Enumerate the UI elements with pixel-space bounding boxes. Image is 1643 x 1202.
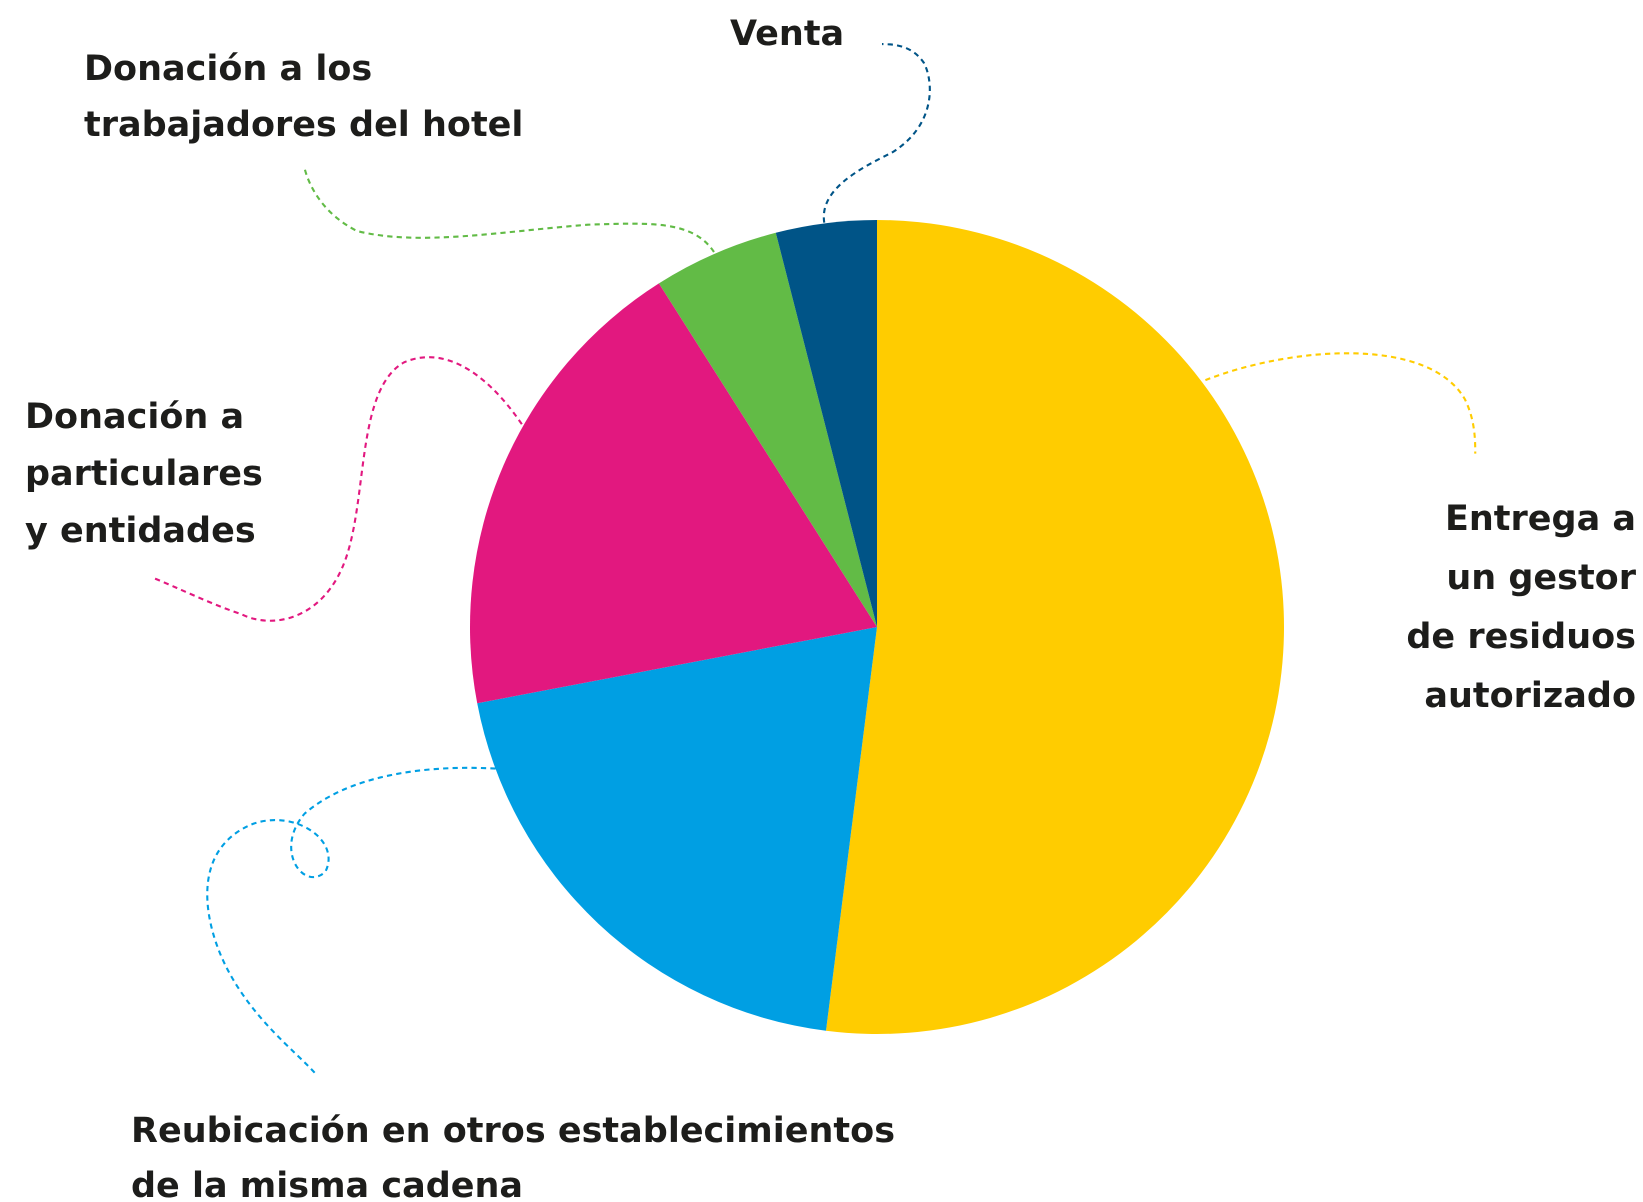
slice-label: Donación a [25,397,244,437]
leader-line [822,43,931,223]
slice-label: Reubicación en otros establecimientos [131,1111,895,1151]
slice-label: un gestor [1446,558,1636,598]
slice-label: y entidades [25,511,256,551]
slice-label: Donación a los [84,49,372,89]
leader-line [206,766,496,1074]
pie-slice [775,220,877,627]
leader-line [151,356,523,622]
leader-line [1205,352,1477,454]
slice-label: Venta [730,14,844,54]
slice-label: de residuos [1406,617,1636,657]
leaders [151,43,1477,1074]
slice-label: de la misma cadena [131,1166,523,1202]
pie-slice [469,283,877,704]
slice-label: autorizado [1424,676,1636,716]
pie-slice [658,232,877,627]
slice-label: Entrega a [1445,499,1636,539]
slice-label: trabajadores del hotel [84,105,523,145]
slice-label: particulares [25,454,263,494]
leader-line [303,167,715,253]
pie-slice [825,219,1285,1034]
pie-slice [477,627,877,1031]
